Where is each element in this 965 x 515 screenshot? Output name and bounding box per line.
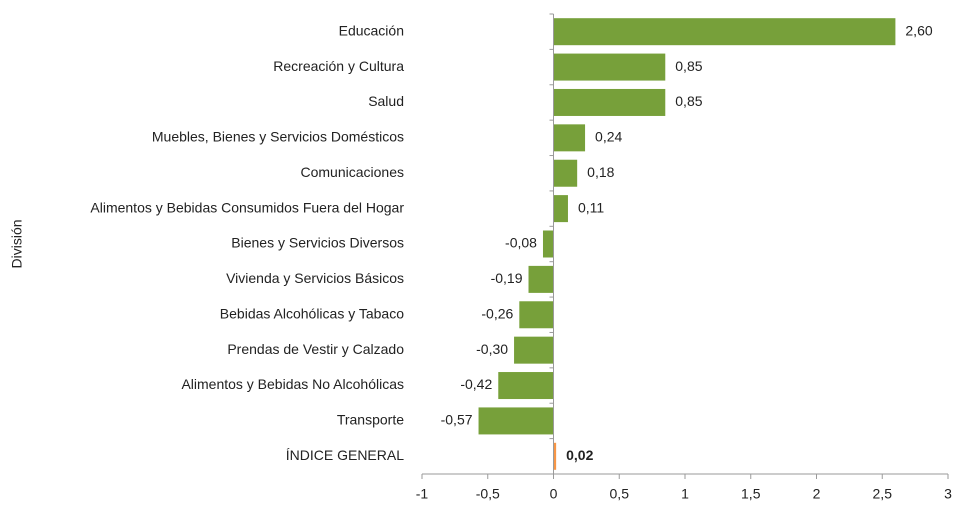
bar [553, 53, 666, 81]
value-label: 2,60 [905, 22, 932, 38]
y-tick-label: Bienes y Servicios Diversos [231, 235, 404, 251]
x-tick-label: 3 [944, 486, 952, 502]
value-label: 0,18 [587, 164, 614, 180]
x-tick-label: 2 [813, 486, 821, 502]
x-tick-label: 0 [550, 486, 558, 502]
bar [553, 18, 896, 46]
bar [553, 159, 578, 187]
y-tick-label: Comunicaciones [301, 164, 405, 180]
y-axis-label: División [9, 219, 25, 268]
y-tick-label: Vivienda y Servicios Básicos [226, 270, 404, 286]
bar [542, 230, 554, 258]
value-label: -0,19 [491, 270, 523, 286]
bar [553, 88, 666, 116]
x-tick-label: 0,5 [610, 486, 630, 502]
y-tick-label: Recreación y Cultura [273, 58, 404, 74]
bar [478, 407, 554, 435]
value-label: -0,30 [476, 341, 508, 357]
value-label: -0,08 [505, 235, 537, 251]
value-label: 0,11 [578, 199, 604, 215]
bar [498, 372, 554, 400]
bar [514, 336, 554, 364]
bar [553, 442, 557, 470]
y-tick-label: Salud [368, 93, 404, 109]
x-tick-label: -0,5 [476, 486, 500, 502]
x-tick-label: 1,5 [741, 486, 761, 502]
bar [519, 301, 554, 329]
y-tick-label: Bebidas Alcohólicas y Tabaco [220, 305, 404, 321]
value-label: -0,26 [481, 305, 513, 321]
y-tick-label: Educación [339, 22, 404, 38]
y-tick-label: Transporte [337, 412, 404, 428]
value-label: -0,57 [441, 412, 473, 428]
bar [553, 124, 586, 152]
y-tick-label: Muebles, Bienes y Servicios Domésticos [152, 129, 404, 145]
x-tick-label: -1 [416, 486, 429, 502]
y-tick-label: Alimentos y Bebidas Consumidos Fuera del… [90, 199, 404, 215]
y-tick-label: Prendas de Vestir y Calzado [227, 341, 404, 357]
value-label: 0,85 [675, 58, 702, 74]
value-label: 0,02 [566, 447, 593, 463]
value-label: 0,24 [595, 129, 622, 145]
value-label: 0,85 [675, 93, 702, 109]
y-tick-label: ÍNDICE GENERAL [286, 447, 404, 463]
x-tick-label: 1 [681, 486, 689, 502]
bar [553, 195, 568, 223]
y-tick-label: Alimentos y Bebidas No Alcohólicas [181, 376, 404, 392]
x-tick-label: 2,5 [873, 486, 893, 502]
bar [528, 265, 554, 293]
value-label: -0,42 [460, 376, 492, 392]
